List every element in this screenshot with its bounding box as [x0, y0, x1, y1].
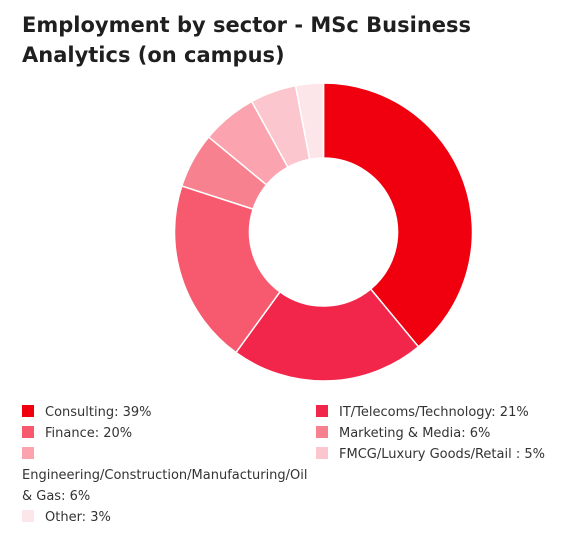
donut-slices: [173, 82, 474, 382]
legend-label-other: Other: 3%: [45, 510, 111, 525]
legend-label-engineering: Engineering/Construction/Manufacturing/O…: [22, 468, 308, 504]
donut-slice-0[interactable]: [322, 82, 474, 348]
legend-swatch-finance: [22, 426, 34, 438]
legend-swatch-other: [22, 510, 34, 522]
legend-swatch-marketing-media: [316, 426, 328, 438]
legend-swatch-fmcg-luxury-retail: [316, 447, 328, 459]
legend-swatch-it-telecoms-technology: [316, 405, 328, 417]
legend-item-consulting[interactable]: Consulting: 39%: [22, 402, 302, 423]
legend-item-fmcg-luxury-retail[interactable]: FMCG/Luxury Goods/Retail : 5%: [316, 444, 562, 465]
legend-item-marketing-media[interactable]: Marketing & Media: 6%: [316, 423, 562, 444]
legend-item-it-telecoms-technology[interactable]: IT/Telecoms/Technology: 21%: [316, 402, 562, 423]
legend-label-marketing-media: Marketing & Media: 6%: [339, 426, 491, 441]
legend-label-it-telecoms-technology: IT/Telecoms/Technology: 21%: [339, 405, 529, 420]
donut-slice-1[interactable]: [234, 287, 420, 382]
legend-item-finance[interactable]: Finance: 20%: [22, 423, 302, 444]
legend-label-consulting: Consulting: 39%: [45, 405, 152, 420]
legend-item-engineering[interactable]: Engineering/Construction/Manufacturing/O…: [22, 444, 318, 507]
legend-label-finance: Finance: 20%: [45, 426, 133, 441]
donut-slice-6[interactable]: [294, 82, 325, 161]
legend-swatch-engineering: [22, 447, 34, 459]
legend-item-other[interactable]: Other: 3%: [22, 507, 302, 528]
donut-slice-2[interactable]: [173, 185, 282, 354]
donut-chart: [173, 82, 474, 382]
legend-swatch-consulting: [22, 405, 34, 417]
chart-legend: Consulting: 39% IT/Telecoms/Technology: …: [22, 402, 562, 532]
legend-label-fmcg-luxury-retail: FMCG/Luxury Goods/Retail : 5%: [339, 447, 545, 462]
chart-title: Employment by sector - MSc Business Anal…: [22, 13, 472, 67]
